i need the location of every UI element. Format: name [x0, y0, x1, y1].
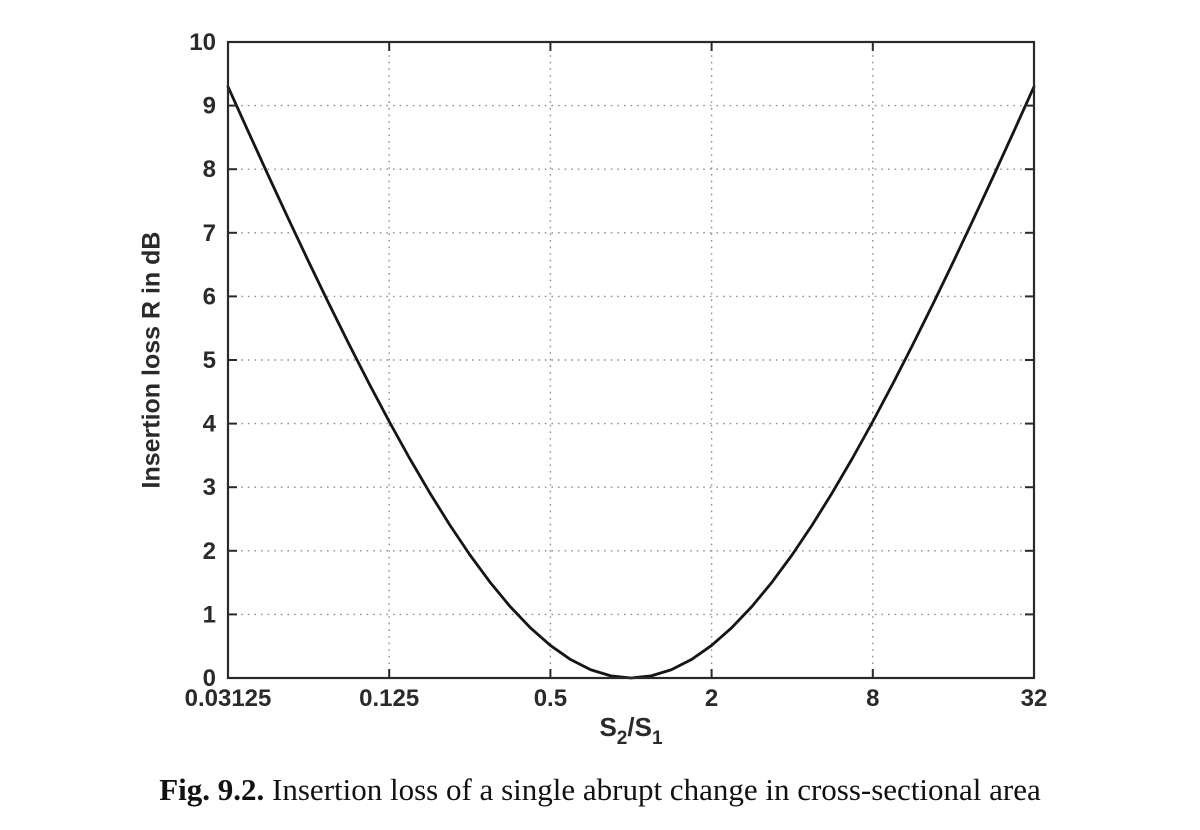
y-tick-label: 1: [203, 601, 216, 628]
y-tick-label: 9: [203, 93, 216, 120]
insertion-loss-curve: [226, 85, 1036, 680]
y-tick-label: 2: [203, 538, 216, 565]
x-axis-label-sub2: 1: [651, 727, 663, 749]
x-tick-label: 2: [705, 685, 718, 712]
x-axis-label-mid: /S: [627, 712, 652, 742]
y-tick-label: 3: [203, 474, 216, 501]
x-axis-label-sub1: 2: [616, 727, 628, 749]
x-tick-label: 32: [1021, 685, 1048, 712]
x-tick-label: 0.03125: [185, 685, 272, 712]
y-tick-label: 5: [203, 347, 216, 374]
y-tick-label: 6: [203, 283, 216, 310]
figure-caption-number: Fig. 9.2.: [159, 772, 265, 807]
y-tick-label: 10: [189, 29, 216, 56]
x-axis-label: S2/S1: [599, 712, 662, 749]
y-axis-label: Insertion loss R in dB: [137, 231, 166, 489]
y-tick-label: 4: [203, 411, 217, 438]
x-tick-label: 0.125: [359, 685, 419, 712]
x-axis-label-base1: S: [599, 712, 617, 742]
y-tick-label: 8: [203, 156, 216, 183]
y-tick-label: 0: [203, 665, 216, 692]
x-tick-label: 0.5: [534, 685, 567, 712]
figure-caption-text: Insertion loss of a single abrupt change…: [264, 772, 1041, 807]
y-tick-label: 7: [203, 220, 216, 247]
x-tick-label: 8: [866, 685, 879, 712]
insertion-loss-chart: 0.03125 0.125 0.5 2 8 32 0 1 2 3 4 5 6 7 8 9 10: [185, 29, 1048, 712]
figure-caption: Fig. 9.2. Insertion loss of a single abr…: [0, 772, 1200, 808]
